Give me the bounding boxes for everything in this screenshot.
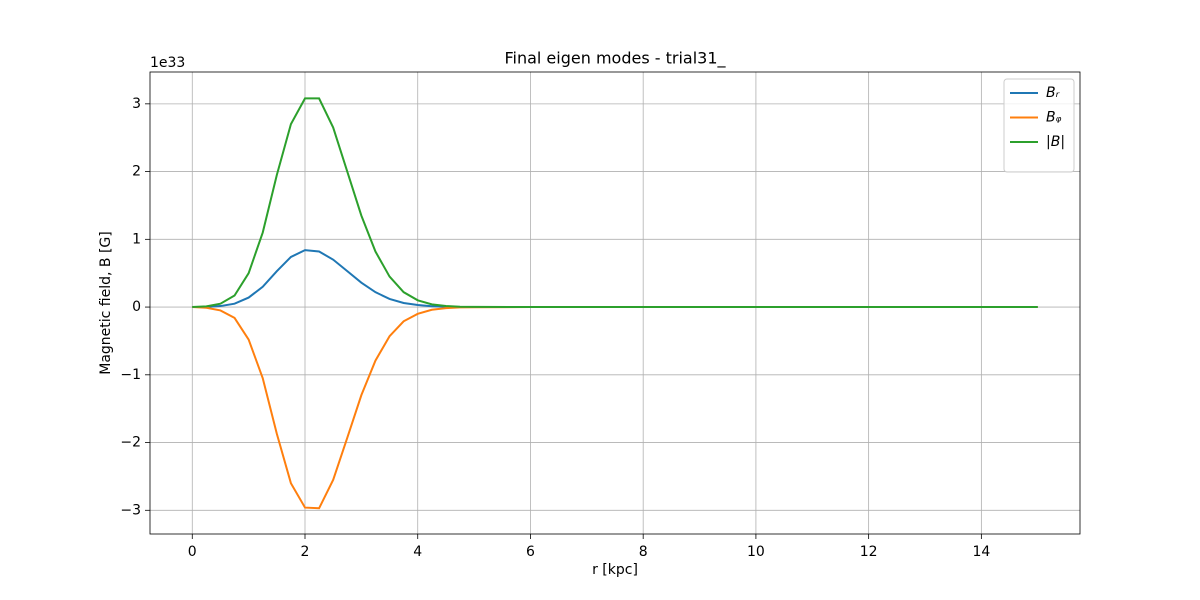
x-tick-label: 10 xyxy=(747,544,765,560)
x-tick-label: 12 xyxy=(860,544,878,560)
series-line xyxy=(192,97,1038,309)
y-tick-label: −1 xyxy=(120,367,141,383)
legend-box xyxy=(1003,78,1075,173)
y-axis-label: Magnetic field, B [G] xyxy=(98,231,114,375)
plot-frame xyxy=(149,71,1081,535)
chart-title: Final eigen modes - trial31_ xyxy=(504,49,726,69)
y-tick-label: −3 xyxy=(120,502,141,518)
x-tick-label: 4 xyxy=(413,544,422,560)
x-axis-label: r [kpc] xyxy=(592,562,638,578)
legend-label: Bᵩ xyxy=(1046,110,1062,126)
y-tick-label: −2 xyxy=(120,435,141,451)
x-tick-label: 6 xyxy=(526,544,535,560)
y-tick-label: 1 xyxy=(132,231,141,247)
y-tick-label: 3 xyxy=(132,96,141,112)
x-tick-label: 8 xyxy=(639,544,648,560)
legend-label: |B| xyxy=(1046,134,1065,150)
y-offset-label: 1e33 xyxy=(150,55,185,71)
x-tick-label: 0 xyxy=(188,544,197,560)
x-tick-label: 14 xyxy=(972,544,990,560)
y-tick-label: 0 xyxy=(132,299,141,315)
y-tick-label: 2 xyxy=(132,164,141,180)
x-tick-label: 2 xyxy=(301,544,310,560)
legend-label: Bᵣ xyxy=(1046,85,1061,101)
